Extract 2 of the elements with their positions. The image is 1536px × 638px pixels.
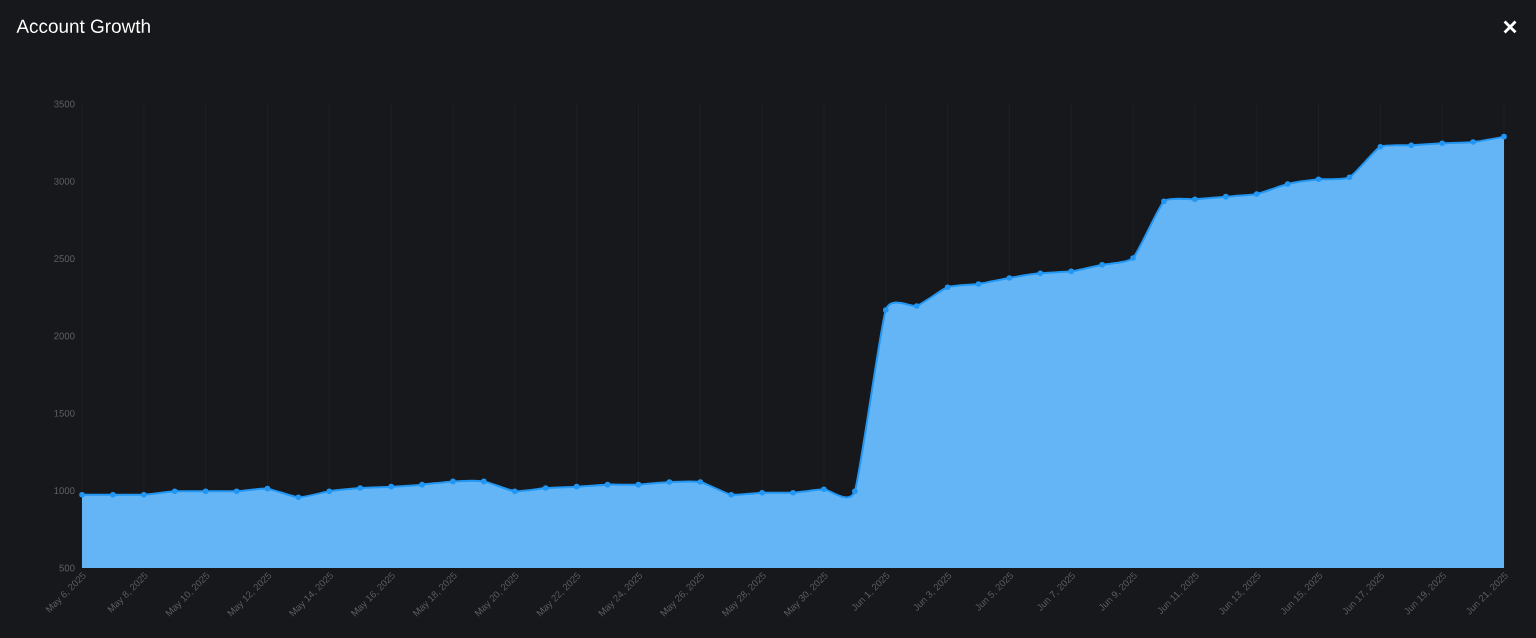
text: × [1503, 20, 1517, 34]
chart-title: Account Growth [16, 19, 150, 33]
